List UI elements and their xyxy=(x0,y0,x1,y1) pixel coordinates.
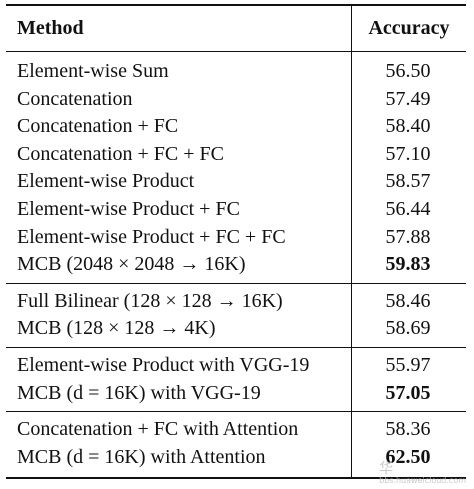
accuracy-cell: 57.10 xyxy=(351,140,466,169)
table-row: MCB (2048 × 2048 → 16K) 59.83 xyxy=(6,251,466,284)
table-row: MCB (d = 16K) with Attention 62.50 xyxy=(6,443,466,480)
accuracy-cell-best: 62.50 xyxy=(351,443,466,480)
accuracy-cell-best: 59.83 xyxy=(351,251,466,284)
table-row: Element-wise Sum 56.50 xyxy=(6,51,466,86)
table-row: Element-wise Product with VGG-19 55.97 xyxy=(6,346,466,380)
method-cell: MCB (128 × 128 → 4K) xyxy=(17,317,216,340)
method-cell: MCB (d = 16K) with VGG-19 xyxy=(17,381,261,404)
accuracy-cell: 58.36 xyxy=(351,411,466,444)
watermark: 华 bbs.huaweicloud.com xyxy=(379,462,466,485)
method-cell: Concatenation + FC xyxy=(17,115,179,138)
accuracy-cell: 58.57 xyxy=(351,168,466,196)
method-cell: Concatenation + FC with Attention xyxy=(6,411,352,444)
table-row: Element-wise Product 58.57 xyxy=(6,168,466,196)
accuracy-cell: 57.88 xyxy=(351,223,466,252)
table-row: Element-wise Product + FC + FC 57.88 xyxy=(6,223,466,252)
accuracy-cell-best: 57.05 xyxy=(351,379,466,412)
accuracy-cell: 58.69 xyxy=(351,315,466,348)
table-row: MCB (128 × 128 → 4K) 58.69 xyxy=(6,315,466,348)
results-table-container: Method Accuracy Element-wise Sum 56.50 C… xyxy=(6,4,466,480)
watermark-subtext: bbs.huaweicloud.com xyxy=(379,476,466,485)
method-cell: Concatenation + FC + FC xyxy=(17,142,225,165)
table-row: Concatenation + FC 58.40 xyxy=(6,113,466,141)
method-cell: MCB (2048 × 2048 → 16K) xyxy=(17,253,246,276)
table-row: Concatenation 57.49 xyxy=(6,85,466,114)
method-cell: MCB (d = 16K) with Attention xyxy=(6,443,352,480)
table-header-row: Method Accuracy xyxy=(6,4,466,52)
method-cell: Element-wise Product + FC + FC xyxy=(17,225,286,248)
accuracy-cell: 56.50 xyxy=(351,51,466,86)
results-table: Method Accuracy Element-wise Sum 56.50 C… xyxy=(6,4,466,480)
table-row: Concatenation + FC with Attention 58.36 xyxy=(6,411,466,444)
accuracy-cell: 58.40 xyxy=(351,113,466,141)
accuracy-cell: 55.97 xyxy=(351,346,466,380)
table-row: Concatenation + FC + FC 57.10 xyxy=(6,140,466,169)
method-cell: Concatenation xyxy=(17,87,133,110)
accuracy-cell: 57.49 xyxy=(351,85,466,114)
method-cell: Full Bilinear (128 × 128 → 16K) xyxy=(6,282,352,316)
header-method: Method xyxy=(6,4,352,52)
header-accuracy: Accuracy xyxy=(351,4,466,52)
accuracy-cell: 58.46 xyxy=(351,282,466,316)
watermark-text: 华 xyxy=(379,461,394,477)
table-row: Full Bilinear (128 × 128 → 16K) 58.46 xyxy=(6,282,466,316)
accuracy-cell: 56.44 xyxy=(351,195,466,224)
table-row: MCB (d = 16K) with VGG-19 57.05 xyxy=(6,379,466,412)
method-cell: Element-wise Product + FC xyxy=(17,197,240,220)
table-row: Element-wise Product + FC 56.44 xyxy=(6,195,466,224)
method-cell: Element-wise Product with VGG-19 xyxy=(6,346,352,380)
method-cell: Element-wise Product xyxy=(17,170,195,193)
method-cell: Element-wise Sum xyxy=(17,60,169,82)
